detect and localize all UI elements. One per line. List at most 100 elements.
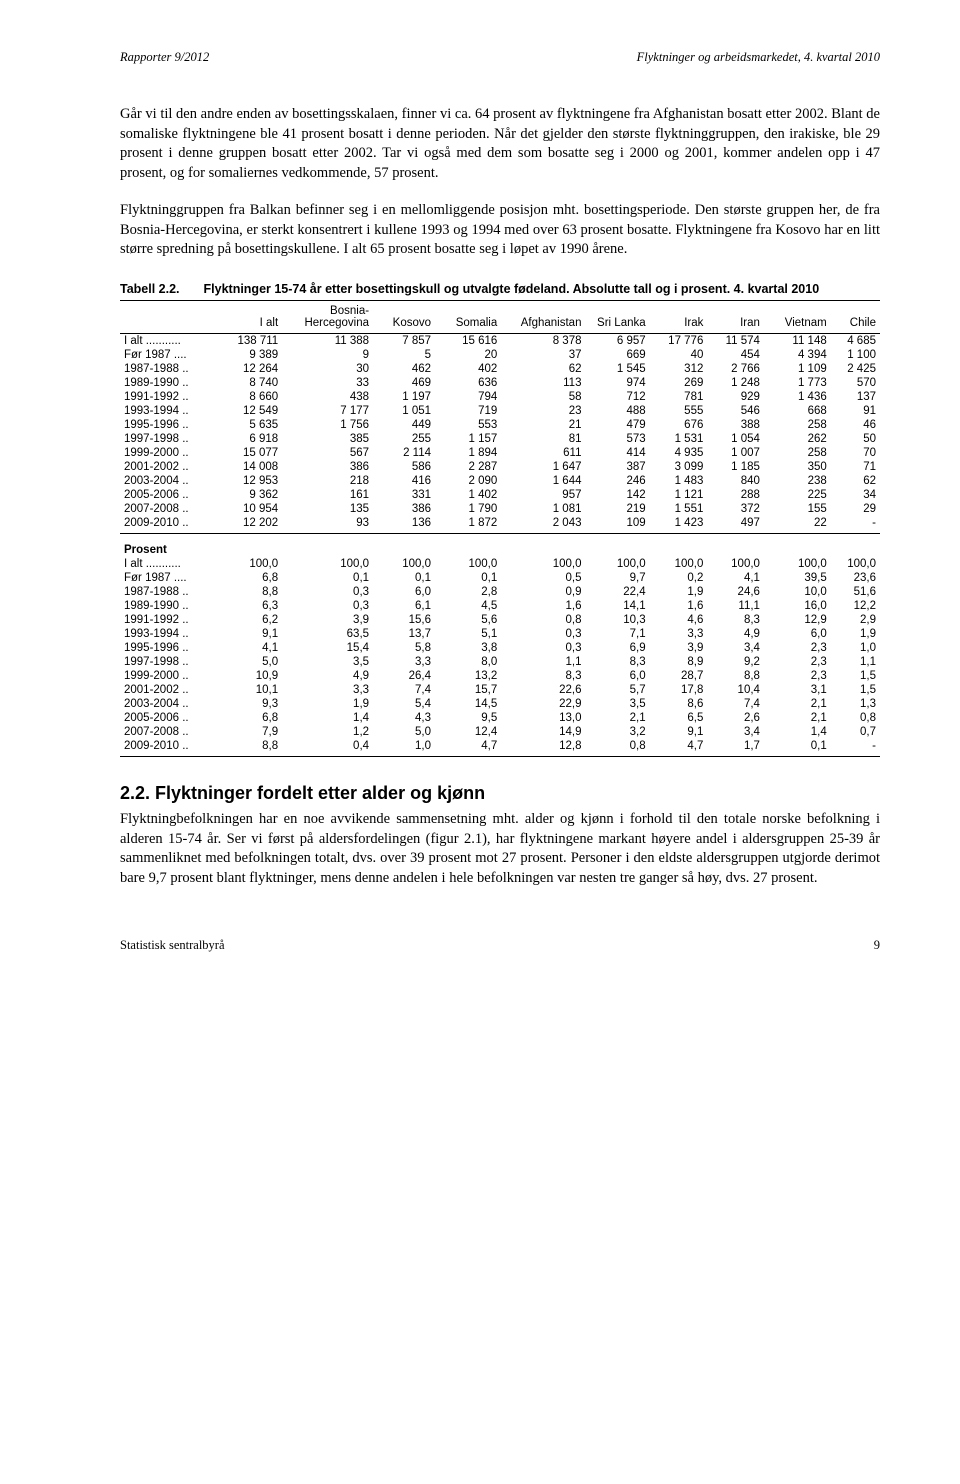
table-cell: 12,9 [764,613,831,627]
table-cell: - [831,739,880,757]
table-cell: 416 [373,474,435,488]
table-cell: 91 [831,404,880,418]
table-cell: 2003-2004 .. [120,697,217,711]
table-cell: 5 635 [217,418,282,432]
table-cell: 93 [282,516,373,534]
table-cell: 1 545 [585,362,649,376]
table-cell: - [831,516,880,534]
table-cell: 7,4 [373,683,435,697]
table-cell: 9 [282,348,373,362]
table-cell: 573 [585,432,649,446]
table-label: Tabell 2.2. [120,282,180,296]
table-cell: 11 148 [764,333,831,348]
table-cell: 9,5 [435,711,501,725]
footer-left: Statistisk sentralbyrå [120,938,225,953]
table-cell: 2005-2006 .. [120,488,217,502]
table-cell: 258 [764,446,831,460]
table-cell: 781 [650,390,708,404]
table-cell: 142 [585,488,649,502]
table-cell: 1995-1996 .. [120,641,217,655]
table-cell: 1 121 [650,488,708,502]
table-cell: 3,5 [585,697,649,711]
table-cell: 100,0 [217,557,282,571]
table-cell: 438 [282,390,373,404]
table-cell: 10,1 [217,683,282,697]
table-cell: 5,6 [435,613,501,627]
table-cell: 14 008 [217,460,282,474]
table-row: 2009-2010 ..12 202931361 8722 0431091 42… [120,516,880,534]
table-cell: 6,8 [217,571,282,585]
table-cell: 22,4 [585,585,649,599]
table-cell: 137 [831,390,880,404]
table-cell: 7,4 [707,697,764,711]
table-cell: 6 957 [585,333,649,348]
table-cell: 10,3 [585,613,649,627]
table-cell: 0,2 [650,571,708,585]
table-cell: 12,4 [435,725,501,739]
table-cell: 30 [282,362,373,376]
table-cell: 4,9 [707,627,764,641]
table-cell: 1,0 [831,641,880,655]
table-cell: 6,9 [585,641,649,655]
table-cell: 794 [435,390,501,404]
table-cell: 4,7 [650,739,708,757]
table-row: 2005-2006 ..6,81,44,39,513,02,16,52,62,1… [120,711,880,725]
table-cell: 386 [373,502,435,516]
table-cell: 1 157 [435,432,501,446]
table-cell: 1 436 [764,390,831,404]
table-cell: 3,9 [282,613,373,627]
table-row: 1991-1992 ..6,23,915,65,60,810,34,68,312… [120,613,880,627]
table-cell: 26,4 [373,669,435,683]
table-cell: 8,9 [650,655,708,669]
table-cell: 497 [707,516,764,534]
table-row: 1999-2000 ..15 0775672 1141 8946114144 9… [120,446,880,460]
table-cell: 10,9 [217,669,282,683]
table-row: 2003-2004 ..9,31,95,414,522,93,58,67,42,… [120,697,880,711]
table-cell: 1,0 [373,739,435,757]
table-cell: 1987-1988 .. [120,585,217,599]
table-cell: 100,0 [585,557,649,571]
table-cell: 136 [373,516,435,534]
table-cell: 3,4 [707,641,764,655]
table-cell: 0,7 [831,725,880,739]
table-cell: 553 [435,418,501,432]
table-cell: 24,6 [707,585,764,599]
table-cell: 135 [282,502,373,516]
table-row: I alt ...........100,0100,0100,0100,0100… [120,557,880,571]
table-cell: 14,5 [435,697,501,711]
table-cell: 4 685 [831,333,880,348]
table-cell: 100,0 [650,557,708,571]
table-cell: 8,3 [501,669,585,683]
table-cell: 2,3 [764,641,831,655]
table-cell: 62 [501,362,585,376]
paragraph-2: Flyktninggruppen fra Balkan befinner seg… [120,201,880,260]
table-cell: 2009-2010 .. [120,516,217,534]
table-cell: 5,7 [585,683,649,697]
table-cell: 5 [373,348,435,362]
table-cell: 8,0 [435,655,501,669]
table-cell: 4 394 [764,348,831,362]
table-cell: 40 [650,348,708,362]
table-cell: 21 [501,418,585,432]
table-cell: 1 402 [435,488,501,502]
table-row: 1989-1990 ..8 740334696361139742691 2481… [120,376,880,390]
table-cell: 1 109 [764,362,831,376]
table-cell: 2,1 [585,711,649,725]
table-cell: 611 [501,446,585,460]
col-3: Kosovo [373,300,435,333]
table-cell: 100,0 [282,557,373,571]
table-cell: I alt ........... [120,557,217,571]
table-cell: 8 378 [501,333,585,348]
table-cell: 1,5 [831,683,880,697]
table-cell: 0,3 [282,599,373,613]
table-cell: 37 [501,348,585,362]
table-cell: 1989-1990 .. [120,376,217,390]
table-cell: 4,6 [650,613,708,627]
table-cell: 712 [585,390,649,404]
table-cell: 12,2 [831,599,880,613]
table-cell: 9,7 [585,571,649,585]
table-cell: 636 [435,376,501,390]
table-cell: 1993-1994 .. [120,627,217,641]
table-cell: 0,4 [282,739,373,757]
table-cell: 3,5 [282,655,373,669]
